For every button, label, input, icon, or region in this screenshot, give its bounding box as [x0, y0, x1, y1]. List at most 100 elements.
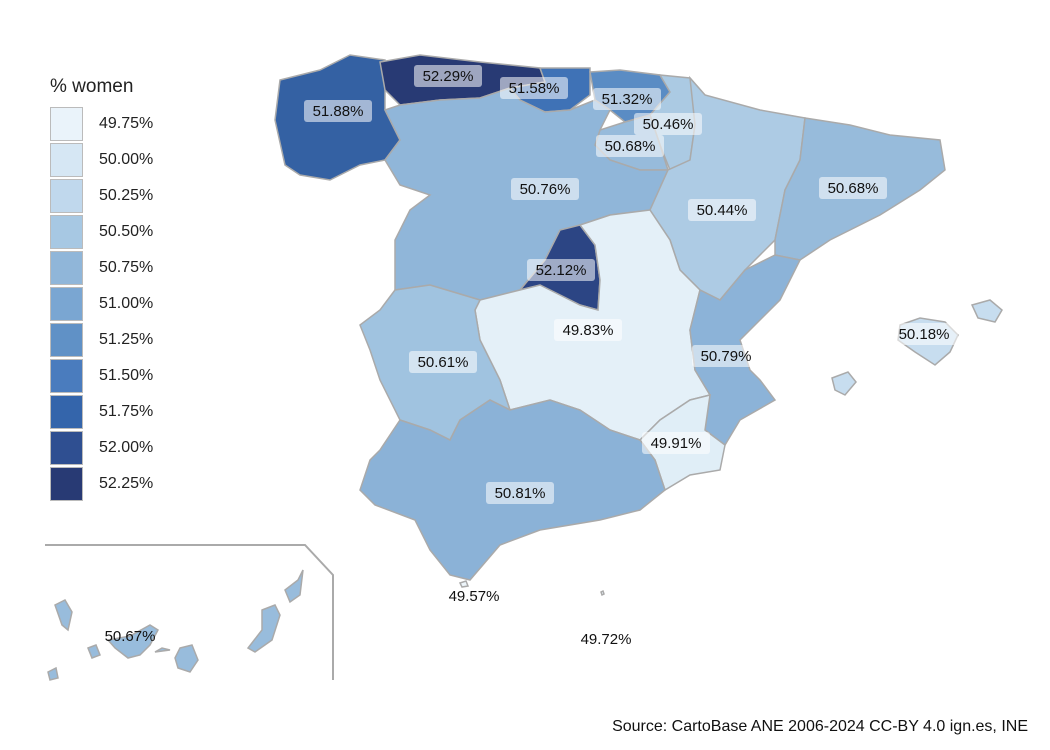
label-background — [527, 259, 595, 281]
label-background — [819, 177, 887, 199]
legend-label: 52.00% — [99, 439, 154, 456]
label-background — [304, 100, 372, 122]
region-value: 49.83% — [563, 322, 614, 339]
legend-swatch — [50, 395, 83, 429]
legend-swatch — [50, 467, 83, 501]
legend-label: 49.75% — [99, 115, 154, 132]
legend-swatch — [50, 431, 83, 465]
legend-swatch — [50, 143, 83, 177]
legend-label: 51.00% — [99, 295, 154, 312]
legend-swatch — [50, 215, 83, 249]
region-value: 50.61% — [418, 354, 469, 371]
legend-item: 51.00% — [50, 286, 153, 322]
label-background — [692, 345, 760, 367]
region-value: 51.58% — [509, 80, 560, 97]
label-background — [890, 323, 958, 345]
region-label-asturias: 52.29% — [414, 65, 482, 87]
region-label-pais-vasco: 51.32% — [593, 88, 661, 110]
legend-item: 52.25% — [50, 466, 153, 502]
legend-label: 50.75% — [99, 259, 154, 276]
legend-swatch — [50, 107, 83, 141]
label-background — [500, 77, 568, 99]
legend-item: 50.25% — [50, 178, 153, 214]
region-label-cantabria: 51.58% — [500, 77, 568, 99]
legend-swatch — [50, 251, 83, 285]
region-value: 52.12% — [536, 262, 587, 279]
region-value: 50.81% — [495, 485, 546, 502]
region-canarias — [246, 604, 281, 653]
region-label-madrid: 52.12% — [527, 259, 595, 281]
region-value: 49.91% — [651, 435, 702, 452]
legend-label: 51.50% — [99, 367, 154, 384]
region-value: 50.76% — [520, 181, 571, 198]
region-label-la-rioja: 50.68% — [596, 135, 664, 157]
legend-item: 50.75% — [50, 250, 153, 286]
region-value: 50.68% — [828, 180, 879, 197]
label-background — [554, 319, 622, 341]
region-label-ceuta: 49.57% — [449, 588, 500, 605]
legend-label: 51.75% — [99, 403, 154, 420]
region-canarias — [87, 644, 101, 659]
region-value: 49.72% — [581, 631, 632, 648]
legend-title: % women — [50, 76, 134, 97]
label-background — [593, 88, 661, 110]
label-background — [688, 199, 756, 221]
region-canarias — [154, 647, 171, 653]
legend-label: 51.25% — [99, 331, 154, 348]
region-label-illes-balears: 50.18% — [890, 323, 958, 345]
legend-item: 49.75% — [50, 106, 153, 142]
region-illes-balears — [970, 299, 1003, 323]
source-caption: Source: CartoBase ANE 2006-2024 CC-BY 4.… — [612, 718, 1028, 735]
region-value: 50.67% — [105, 628, 156, 645]
region-label-castilla-y-leon: 50.76% — [511, 178, 579, 200]
legend-label: 50.50% — [99, 223, 154, 240]
legend-label: 50.00% — [99, 151, 154, 168]
region-value: 52.29% — [423, 68, 474, 85]
legend-item: 50.50% — [50, 214, 153, 250]
legend-label: 52.25% — [99, 475, 154, 492]
region-value: 49.57% — [449, 588, 500, 605]
region-label-melilla: 49.72% — [581, 631, 632, 648]
label-background — [642, 432, 710, 454]
legend: % women 49.75% 50.00% 50.25% 50.50% 50.75% 51… — [50, 76, 153, 502]
label-background — [414, 65, 482, 87]
region-canarias — [47, 666, 59, 681]
label-background — [511, 178, 579, 200]
legend-swatch — [50, 323, 83, 357]
region-label-comunitat-valenciana: 50.79% — [692, 345, 760, 367]
region-label-murcia: 49.91% — [642, 432, 710, 454]
region-ceuta — [458, 580, 470, 588]
legend-swatch — [50, 287, 83, 321]
region-canarias — [54, 599, 73, 632]
region-label-navarra: 50.46% — [634, 113, 702, 135]
label-background — [634, 113, 702, 135]
region-melilla — [600, 589, 605, 597]
legend-item: 51.50% — [50, 358, 153, 394]
region-value: 51.32% — [602, 91, 653, 108]
region-label-andalucia: 50.81% — [486, 482, 554, 504]
legend-item: 50.00% — [50, 142, 153, 178]
region-canarias — [174, 644, 199, 673]
region-label-castilla-la-mancha: 49.83% — [554, 319, 622, 341]
region-label-galicia: 51.88% — [304, 100, 372, 122]
label-background — [596, 135, 664, 157]
label-background — [409, 351, 477, 373]
legend-item: 52.00% — [50, 430, 153, 466]
region-value: 50.18% — [899, 326, 950, 343]
region-label-cataluna: 50.68% — [819, 177, 887, 199]
legend-item: 51.25% — [50, 322, 153, 358]
region-value: 50.44% — [697, 202, 748, 219]
region-label-aragon: 50.44% — [688, 199, 756, 221]
region-illes-balears — [831, 371, 857, 396]
region-canarias — [284, 569, 304, 604]
canary-inset-border — [45, 544, 334, 680]
legend-swatch — [50, 179, 83, 213]
region-value: 50.68% — [605, 138, 656, 155]
region-canarias — [106, 624, 159, 659]
legend-swatch — [50, 359, 83, 393]
region-label-canarias: 50.67% — [105, 628, 156, 645]
region-value: 51.88% — [313, 103, 364, 120]
region-value: 50.46% — [643, 116, 694, 133]
region-label-extremadura: 50.61% — [409, 351, 477, 373]
